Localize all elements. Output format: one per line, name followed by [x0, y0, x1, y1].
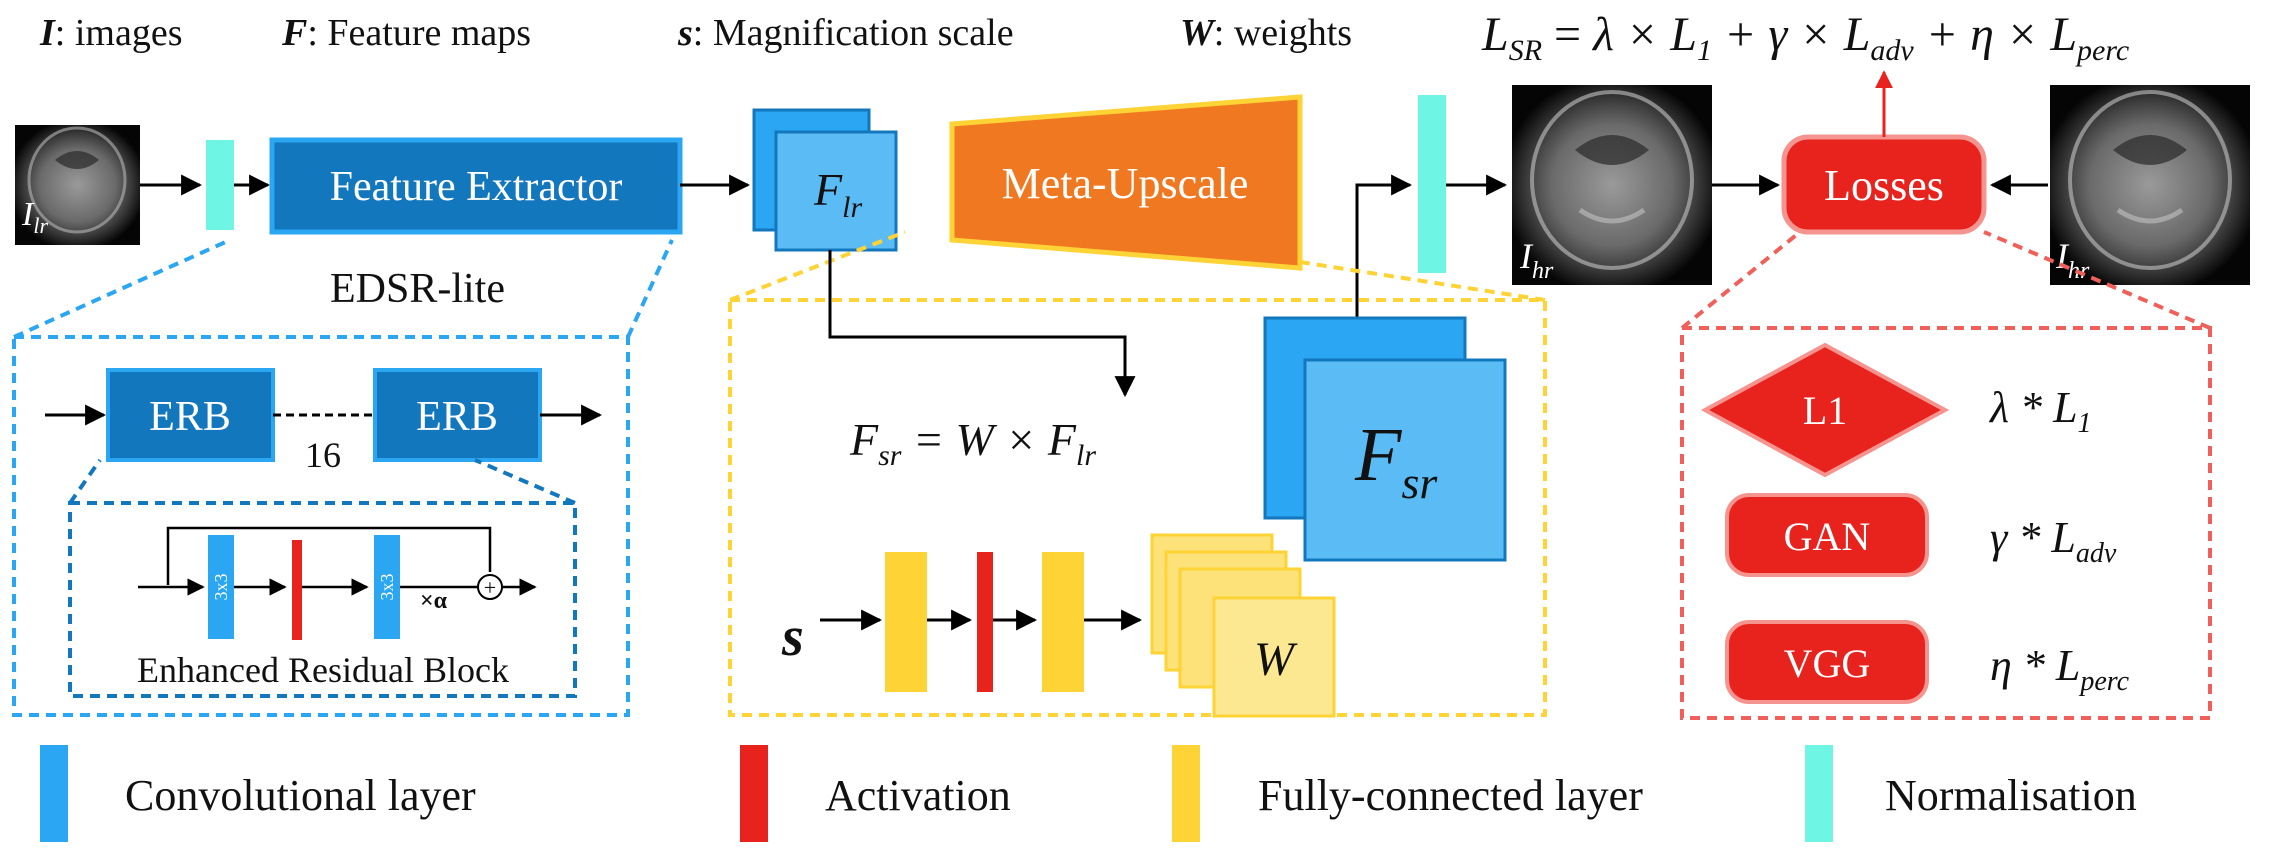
f-sr-sub: sr	[1401, 457, 1438, 508]
erb-plus: +	[484, 575, 496, 600]
meta-activation	[977, 552, 993, 692]
erb-alpha: ×α	[420, 588, 448, 614]
legend-features-text: : Feature maps	[307, 12, 531, 54]
legend-bottom: Convolutional layer Activation Fully-con…	[40, 745, 2137, 842]
svg-text:LSR = λ × L1 + γ × Ladv + η ×: LSR = λ × L1 + γ × Ladv + η × Lperc	[1481, 8, 2129, 67]
normalisation-layer-output	[1418, 95, 1446, 273]
svg-text:Ihr: Ihr	[1519, 236, 1554, 284]
legend-fc-swatch	[1172, 745, 1200, 842]
edsr-lite-caption: EDSR-lite	[330, 266, 505, 312]
erb-conv-2: 3x3	[374, 535, 400, 639]
legend-weights-text: : weights	[1214, 12, 1352, 54]
f-lr-sub: lr	[842, 191, 862, 224]
legend-normalisation-label: Normalisation	[1885, 771, 2137, 820]
input-image-sub: lr	[33, 213, 48, 238]
legend-activation: Activation	[740, 745, 1011, 842]
svg-text:I: images: I: images	[39, 12, 183, 54]
meta-upscale-detail-panel: Fsr = W × Flr s W Fsr	[728, 230, 1547, 718]
svg-text:Fsr: Fsr	[1354, 413, 1438, 508]
meta-upscale-block: Meta-Upscale	[949, 94, 1303, 271]
svg-text:F: Feature maps: F: Feature maps	[281, 12, 531, 54]
loss-vgg-term: η * Lperc	[1990, 641, 2130, 697]
loss-detail-panel: L1 λ * L1 GAN γ * Ladv VGG η * Lperc	[1680, 230, 2212, 720]
target-image: Ihr	[2050, 85, 2250, 285]
svg-text:Ilr: Ilr	[21, 196, 48, 238]
svg-text:s: Magnification scale: s: Magnification scale	[677, 12, 1014, 54]
legend-weights-symbol: W	[1180, 12, 1217, 54]
loss-gan-term: γ * Ladv	[1990, 513, 2117, 569]
output-image-sub: hr	[1532, 258, 1554, 284]
erb-block-first: ERB	[106, 368, 275, 462]
f-lr-feature-maps: Flr	[752, 108, 898, 252]
input-image-label: I	[21, 196, 35, 233]
losses-label: Losses	[1824, 161, 1944, 210]
f-sr-feature-maps: Fsr	[1263, 316, 1507, 562]
feature-extractor-label: Feature Extractor	[330, 164, 623, 210]
loss-l1-term: λ * L1	[1988, 383, 2092, 439]
legend-images: I: images	[39, 12, 183, 54]
legend-conv-label: Convolutional layer	[125, 771, 476, 820]
legend-normalisation-swatch	[1805, 745, 1833, 842]
weights-stack: W	[1150, 533, 1336, 718]
edsr-detail-panel: ERB 16 ERB 3x3 3x3 ×α + Enhanced Resid	[12, 238, 674, 717]
legend-features-symbol: F	[281, 12, 307, 54]
legend-normalisation: Normalisation	[1805, 745, 2137, 842]
weights-label: W	[1254, 633, 1298, 686]
meta-upscale-label: Meta-Upscale	[1002, 159, 1249, 208]
legend-conv: Convolutional layer	[40, 745, 476, 842]
erb-block-last: ERB	[373, 368, 542, 462]
loss-vgg-label: VGG	[1784, 641, 1871, 686]
erb-conv-2-label: 3x3	[377, 574, 397, 601]
losses-block: Losses	[1781, 134, 1987, 235]
legend-conv-swatch	[40, 745, 68, 842]
loss-gan: GAN γ * Ladv	[1725, 493, 2117, 577]
scale-input-label: s	[781, 606, 804, 668]
legend-scale: s: Magnification scale	[677, 12, 1014, 54]
fc-layer-1	[885, 552, 927, 692]
output-image-label: I	[1519, 236, 1534, 276]
loss-gan-label: GAN	[1784, 514, 1871, 559]
legend-scale-text: : Magnification scale	[693, 12, 1014, 54]
legend-activation-swatch	[740, 745, 768, 842]
erb-label-first: ERB	[149, 394, 231, 440]
f-sr-label: F	[1354, 413, 1403, 497]
erb-conv-1-label: 3x3	[211, 574, 231, 601]
loss-l1: L1 λ * L1	[1700, 342, 2092, 478]
svg-text:W: weights: W: weights	[1180, 12, 1352, 54]
f-lr-label: F	[813, 164, 843, 215]
legend-fc: Fully-connected layer	[1172, 745, 1643, 842]
erb-caption: Enhanced Residual Block	[137, 650, 509, 690]
svg-text:Flr: Flr	[813, 164, 862, 224]
normalisation-layer-input	[206, 140, 234, 230]
legend-weights: W: weights	[1180, 12, 1352, 54]
feature-extractor-block: Feature Extractor	[269, 137, 683, 235]
meta-equation: Fsr = W × Flr	[849, 414, 1096, 472]
loss-formula: LSR = λ × L1 + γ × Ladv + η × Lperc	[1481, 8, 2129, 67]
output-image: Ihr	[1512, 85, 1712, 285]
erb-count: 16	[305, 435, 341, 475]
legend-images-text: : images	[55, 12, 183, 54]
fc-layer-2	[1042, 552, 1084, 692]
erb-activation	[292, 540, 302, 640]
legend-features: F: Feature maps	[281, 12, 531, 54]
erb-conv-1: 3x3	[208, 535, 234, 639]
erb-label-last: ERB	[416, 394, 498, 440]
loss-l1-label: L1	[1803, 388, 1847, 433]
legend-scale-symbol: s	[677, 12, 693, 54]
loss-vgg: VGG η * Lperc	[1725, 620, 2130, 704]
legend-images-symbol: I	[39, 12, 56, 54]
input-image: Ilr	[15, 125, 140, 245]
legend-activation-label: Activation	[825, 771, 1011, 820]
legend-fc-label: Fully-connected layer	[1258, 771, 1643, 820]
